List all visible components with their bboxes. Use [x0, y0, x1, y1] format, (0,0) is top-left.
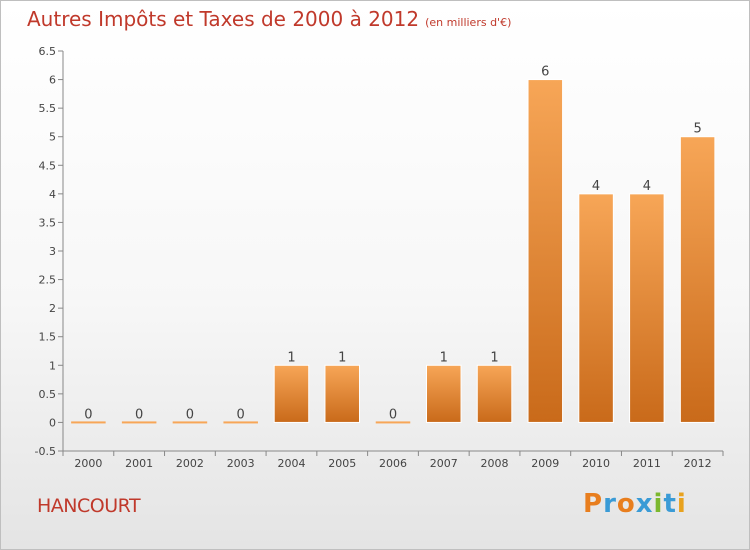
x-tick-label: 2004: [277, 457, 305, 470]
bar: [476, 364, 513, 423]
y-tick-label: 2.5: [39, 274, 57, 287]
bar: [121, 421, 157, 424]
x-tick-label: 2001: [125, 457, 153, 470]
chart-title-text: Autres Impôts et Taxes de 2000 à 2012: [27, 7, 420, 31]
y-tick-label: 5.5: [39, 102, 57, 115]
x-tick-label: 2012: [684, 457, 712, 470]
bar-value-label: 0: [389, 407, 397, 422]
logo-letter: o: [616, 489, 636, 519]
x-tick-label: 2000: [74, 457, 102, 470]
y-tick-label: 1.5: [39, 331, 57, 344]
chart-title: Autres Impôts et Taxes de 2000 à 2012 (en…: [27, 7, 511, 31]
bar: [223, 421, 258, 424]
bar: [375, 421, 411, 424]
y-tick-label: 2: [49, 302, 56, 315]
x-tick-label: 2010: [582, 457, 610, 470]
bar-value-label: 4: [592, 179, 600, 194]
commune-name: HANCOURT: [37, 495, 141, 517]
proxiti-logo: Proxiti: [583, 489, 687, 519]
bar-value-label: 0: [135, 407, 143, 422]
bar-value-label: 0: [186, 407, 194, 422]
bar: [426, 364, 462, 423]
bar-value-label: 1: [338, 350, 346, 365]
y-tick-label: 0: [49, 416, 56, 429]
bar: [578, 193, 614, 423]
logo-letter: i: [653, 489, 664, 519]
x-tick-label: 2003: [227, 457, 255, 470]
y-tick-label: -0.5: [35, 445, 56, 458]
bar: [527, 79, 564, 423]
bar-value-label: 0: [237, 407, 245, 422]
chart-data-labels: 0 0 0 0 1 1 0 1 1 6 4 4 5: [84, 65, 702, 423]
x-tick-label: 2007: [430, 457, 458, 470]
bar-value-label: 0: [84, 407, 92, 422]
logo-letter: r: [603, 489, 617, 519]
y-tick-label: 4.5: [39, 159, 57, 172]
x-tick-label: 2002: [176, 457, 204, 470]
x-tick-label: 2005: [328, 457, 356, 470]
y-tick-label: 4: [49, 188, 56, 201]
chart-axes: -0.5 0 0.5 1 1.5 2 2.5 3 3.5 4 4.5 5 5.5 6 6.5 2000 2001…: [35, 45, 724, 470]
bar-value-label: 1: [440, 350, 448, 365]
logo-letter: t: [663, 489, 677, 519]
bar: [71, 421, 106, 424]
bar: [273, 364, 310, 423]
bar: [679, 136, 716, 423]
chart-subtitle: (en milliers d'€): [425, 16, 512, 29]
chart-bars: [71, 79, 716, 424]
bar-value-label: 6: [541, 65, 549, 80]
bar: [324, 364, 360, 423]
y-tick-label: 3.5: [39, 216, 57, 229]
bar-value-label: 4: [643, 179, 651, 194]
logo-letter: x: [635, 489, 654, 519]
bar: [172, 421, 208, 424]
y-tick-label: 0.5: [39, 388, 57, 401]
bar-value-label: 1: [490, 350, 498, 365]
logo-letter: i: [676, 489, 687, 519]
x-tick-label: 2008: [481, 457, 509, 470]
logo-letter: P: [583, 489, 604, 519]
x-tick-label: 2011: [633, 457, 661, 470]
bar: [629, 193, 665, 423]
bar-value-label: 5: [693, 122, 701, 137]
x-tick-label: 2009: [531, 457, 559, 470]
x-tick-label: 2006: [379, 457, 407, 470]
y-tick-label: 1: [49, 359, 56, 372]
y-tick-label: 5: [49, 131, 56, 144]
bar-value-label: 1: [287, 350, 295, 365]
y-tick-label: 3: [49, 245, 56, 258]
y-tick-label: 6: [49, 74, 56, 87]
y-tick-label: 6.5: [39, 45, 57, 58]
